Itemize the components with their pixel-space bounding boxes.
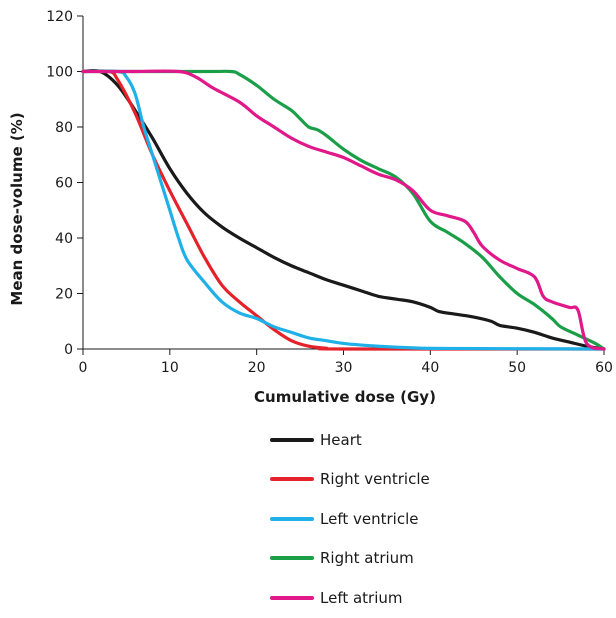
y-tick-label: 100 [46, 65, 73, 81]
legend-item-left-ventricle: Left ventricle [270, 499, 430, 539]
legend-label: Heart [320, 430, 362, 449]
series-lines [81, 68, 606, 351]
x-tick-label: 0 [79, 360, 88, 376]
y-tick-label: 60 [55, 176, 73, 192]
legend: Heart Right ventricle Left ventricle Right … [270, 420, 430, 618]
y-tick-label: 20 [55, 287, 73, 303]
legend-swatch [270, 477, 314, 482]
legend-label: Left atrium [320, 588, 403, 607]
legend-label: Right atrium [320, 549, 414, 568]
series-line-heart [81, 68, 606, 351]
y-tick-label: 80 [55, 120, 73, 136]
legend-swatch [270, 516, 314, 521]
series-line-left-ventricle [81, 69, 606, 351]
legend-swatch [270, 556, 314, 561]
x-tick-label: 40 [421, 360, 439, 376]
x-tick-label: 30 [335, 360, 353, 376]
x-tick-label: 20 [248, 360, 266, 376]
x-tick-label: 10 [161, 360, 179, 376]
ticks: 0 20 40 60 80 100 120 0 10 20 30 40 50 60 [46, 9, 613, 376]
legend-swatch [270, 437, 314, 442]
chart: 0 20 40 60 80 100 120 0 10 20 30 40 50 60 Cumulative … [8, 9, 613, 406]
legend-item-left-atrium: Left atrium [270, 578, 430, 618]
y-tick-label: 40 [55, 231, 73, 247]
legend-item-heart: Heart [270, 420, 430, 460]
x-tick-label: 50 [508, 360, 526, 376]
legend-item-right-atrium: Right atrium [270, 539, 430, 579]
y-tick-label: 120 [46, 9, 73, 25]
series-line-right-atrium [81, 69, 606, 351]
x-axis-title: Cumulative dose (Gy) [254, 388, 436, 406]
legend-label: Left ventricle [320, 509, 419, 528]
x-tick-label: 60 [595, 360, 613, 376]
legend-label: Right ventricle [320, 470, 430, 489]
y-tick-label: 0 [64, 342, 73, 358]
legend-swatch [270, 595, 314, 600]
series-line-right-ventricle [81, 69, 606, 351]
y-axis-title: Mean dose-volume (%) [8, 112, 26, 305]
series-line-left-atrium [81, 69, 606, 351]
legend-item-right-ventricle: Right ventricle [270, 460, 430, 500]
